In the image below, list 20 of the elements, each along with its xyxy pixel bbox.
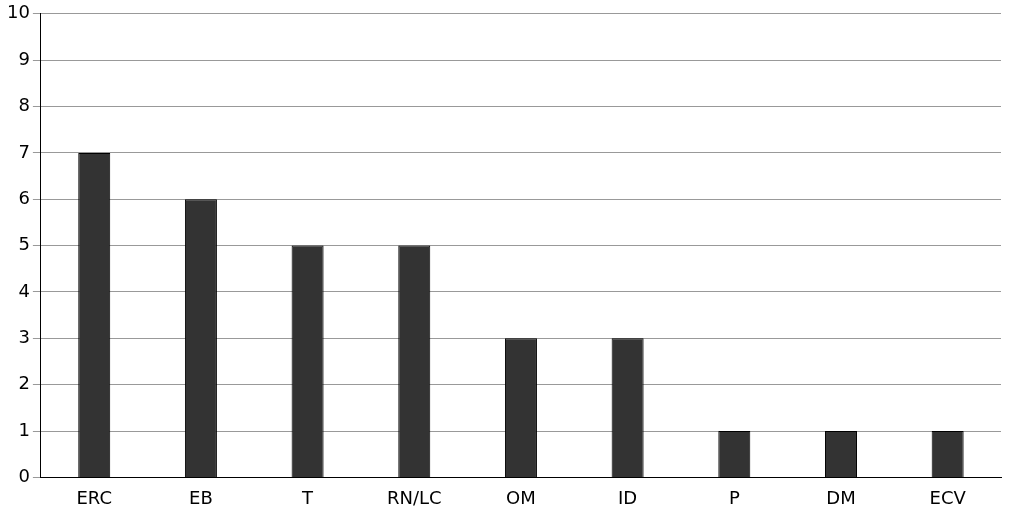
y-tick-label: 7 — [18, 140, 30, 162]
y-tick-label: 1 — [18, 418, 30, 440]
y-tick-label: 6 — [18, 186, 30, 208]
y-tick-label: 5 — [18, 233, 30, 255]
y-tick-label: 4 — [18, 279, 30, 301]
y-tick-label: 2 — [18, 372, 30, 394]
y-tick-label: 0 — [18, 465, 30, 487]
x-tick-label: EB — [189, 486, 213, 508]
y-tick-label: 9 — [18, 47, 30, 69]
y-tick-label: 3 — [18, 325, 30, 347]
x-tick-label: OM — [506, 486, 536, 508]
x-tick-label: DM — [826, 486, 856, 508]
x-tick-label: T — [301, 486, 315, 508]
x-tick-label: ID — [618, 486, 638, 508]
y-tick-label: 8 — [18, 94, 30, 116]
y-tick-label: 10 — [7, 1, 30, 23]
x-tick-label: RN/LC — [386, 486, 442, 508]
x-tick-label: P — [728, 486, 740, 508]
x-tick-label: ERC — [76, 486, 113, 508]
x-tick-label: ECV — [929, 486, 967, 508]
